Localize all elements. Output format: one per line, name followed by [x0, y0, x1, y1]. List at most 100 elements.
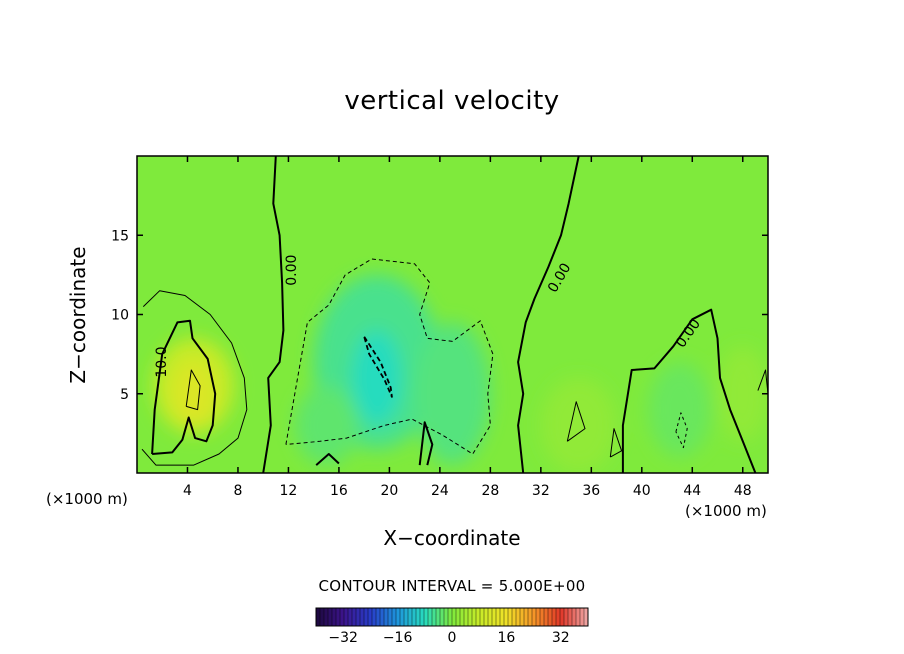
colorbar-segment [511, 607, 517, 627]
colorbar-segment [355, 607, 361, 627]
y-tick-label: 10 [111, 308, 129, 324]
field-cell [351, 330, 403, 426]
colorbar-segment [363, 607, 369, 627]
colorbar-segment [555, 607, 561, 627]
colorbar-segment [575, 607, 581, 627]
colorbar-segment [379, 607, 385, 627]
y-axis-unit: (×1000 m) [46, 490, 128, 508]
contour-lines: 10.00.00 0.000.00 [141, 156, 768, 473]
colorbar-segment [331, 607, 337, 627]
colorbar-segment [515, 607, 521, 627]
colorbar-segment [523, 607, 529, 627]
colorbar-segment [435, 607, 441, 627]
y-tick-label: 15 [111, 228, 129, 244]
y-tick-label: 5 [120, 387, 129, 403]
colorbar-segment [351, 607, 357, 627]
colorbar-segment [443, 607, 449, 627]
x-axis-label: X−coordinate [383, 526, 521, 550]
field-blobs [153, 274, 768, 473]
colorbar-segment [383, 607, 389, 627]
colorbar-segment [415, 607, 421, 627]
field-cell [648, 362, 712, 458]
colorbar-segment [407, 607, 413, 627]
negative-contour [675, 412, 688, 449]
colorbar-segment [563, 607, 569, 627]
negative-contour [285, 258, 494, 455]
colorbar-segment [395, 607, 401, 627]
colorbar-segment [319, 607, 325, 627]
colorbar-segment [483, 607, 489, 627]
colorbar-segment [427, 607, 433, 627]
colorbar-segment [463, 607, 469, 627]
field-cell [540, 377, 617, 473]
x-tick-label: 44 [683, 483, 701, 499]
colorbar-segment [451, 607, 457, 627]
contour-label: 10.0 [154, 346, 170, 377]
colorbar-segment [343, 607, 349, 627]
x-tick-label: 48 [734, 483, 752, 499]
x-tick-label: 36 [582, 483, 600, 499]
colorbar-segment [567, 607, 573, 627]
x-tick-label: 24 [431, 483, 449, 499]
x-tick-label: 20 [380, 483, 398, 499]
x-tick-label: 4 [183, 483, 192, 499]
colorbar-segment [387, 607, 393, 627]
contour-label: 0.00 [284, 255, 300, 286]
colorbar-segment [371, 607, 377, 627]
ten-contour [151, 319, 217, 455]
colorbar-tick-label: 0 [448, 630, 457, 646]
colorbar-tick-label: 32 [552, 630, 570, 646]
colorbar-segment [487, 607, 493, 627]
velocity-field [137, 156, 768, 473]
colorbar-tick-label: −16 [383, 630, 413, 646]
field-cell [414, 322, 491, 466]
colorbar-tick-label: 16 [497, 630, 515, 646]
colorbar-segment [459, 607, 465, 627]
five-contour [566, 401, 586, 442]
colorbar-segment [579, 607, 585, 627]
colorbar-segment [323, 607, 329, 627]
field-cell [717, 346, 768, 442]
ten-contour [418, 421, 434, 466]
colorbar-segment [495, 607, 501, 627]
colorbar: −32 −16 0 16 32 [315, 607, 589, 646]
colorbar-segment [399, 607, 405, 627]
colorbar-segment [543, 607, 549, 627]
ten-contour [315, 453, 340, 466]
x-tick-label: 8 [233, 483, 242, 499]
contour-interval-label: CONTOUR INTERVAL = 5.000E+00 [318, 577, 586, 595]
five-contour [185, 369, 201, 411]
colorbar-tick-label: −32 [328, 630, 358, 646]
zero-contour [621, 308, 757, 473]
five-contour [757, 369, 768, 394]
colorbar-segment [391, 607, 397, 627]
colorbar-segment [411, 607, 417, 627]
colorbar-segment [479, 607, 485, 627]
colorbar-frame [315, 607, 589, 627]
colorbar-segment [439, 607, 445, 627]
colorbar-segment [423, 607, 429, 627]
colorbar-segment [467, 607, 473, 627]
x-tick-label: 32 [532, 483, 550, 499]
colorbar-segment [571, 607, 577, 627]
colorbar-segment [339, 607, 345, 627]
colorbar-segment [315, 607, 321, 627]
x-tick-label: 40 [633, 483, 651, 499]
colorbar-segment [503, 607, 509, 627]
colorbar-segment [519, 607, 525, 627]
colorbar-segment [367, 607, 373, 627]
colorbar-segment [375, 607, 381, 627]
five-contour [609, 428, 623, 458]
chart-title: vertical velocity [344, 86, 560, 116]
colorbar-segment [535, 607, 541, 627]
colorbar-segment [327, 607, 333, 627]
colorbar-segment [403, 607, 409, 627]
colorbar-segment [475, 607, 481, 627]
colorbar-segment [551, 607, 557, 627]
colorbar-segment [507, 607, 513, 627]
x-axis-unit: (×1000 m) [685, 502, 767, 520]
field-cell [173, 362, 214, 426]
colorbar-segment [531, 607, 537, 627]
